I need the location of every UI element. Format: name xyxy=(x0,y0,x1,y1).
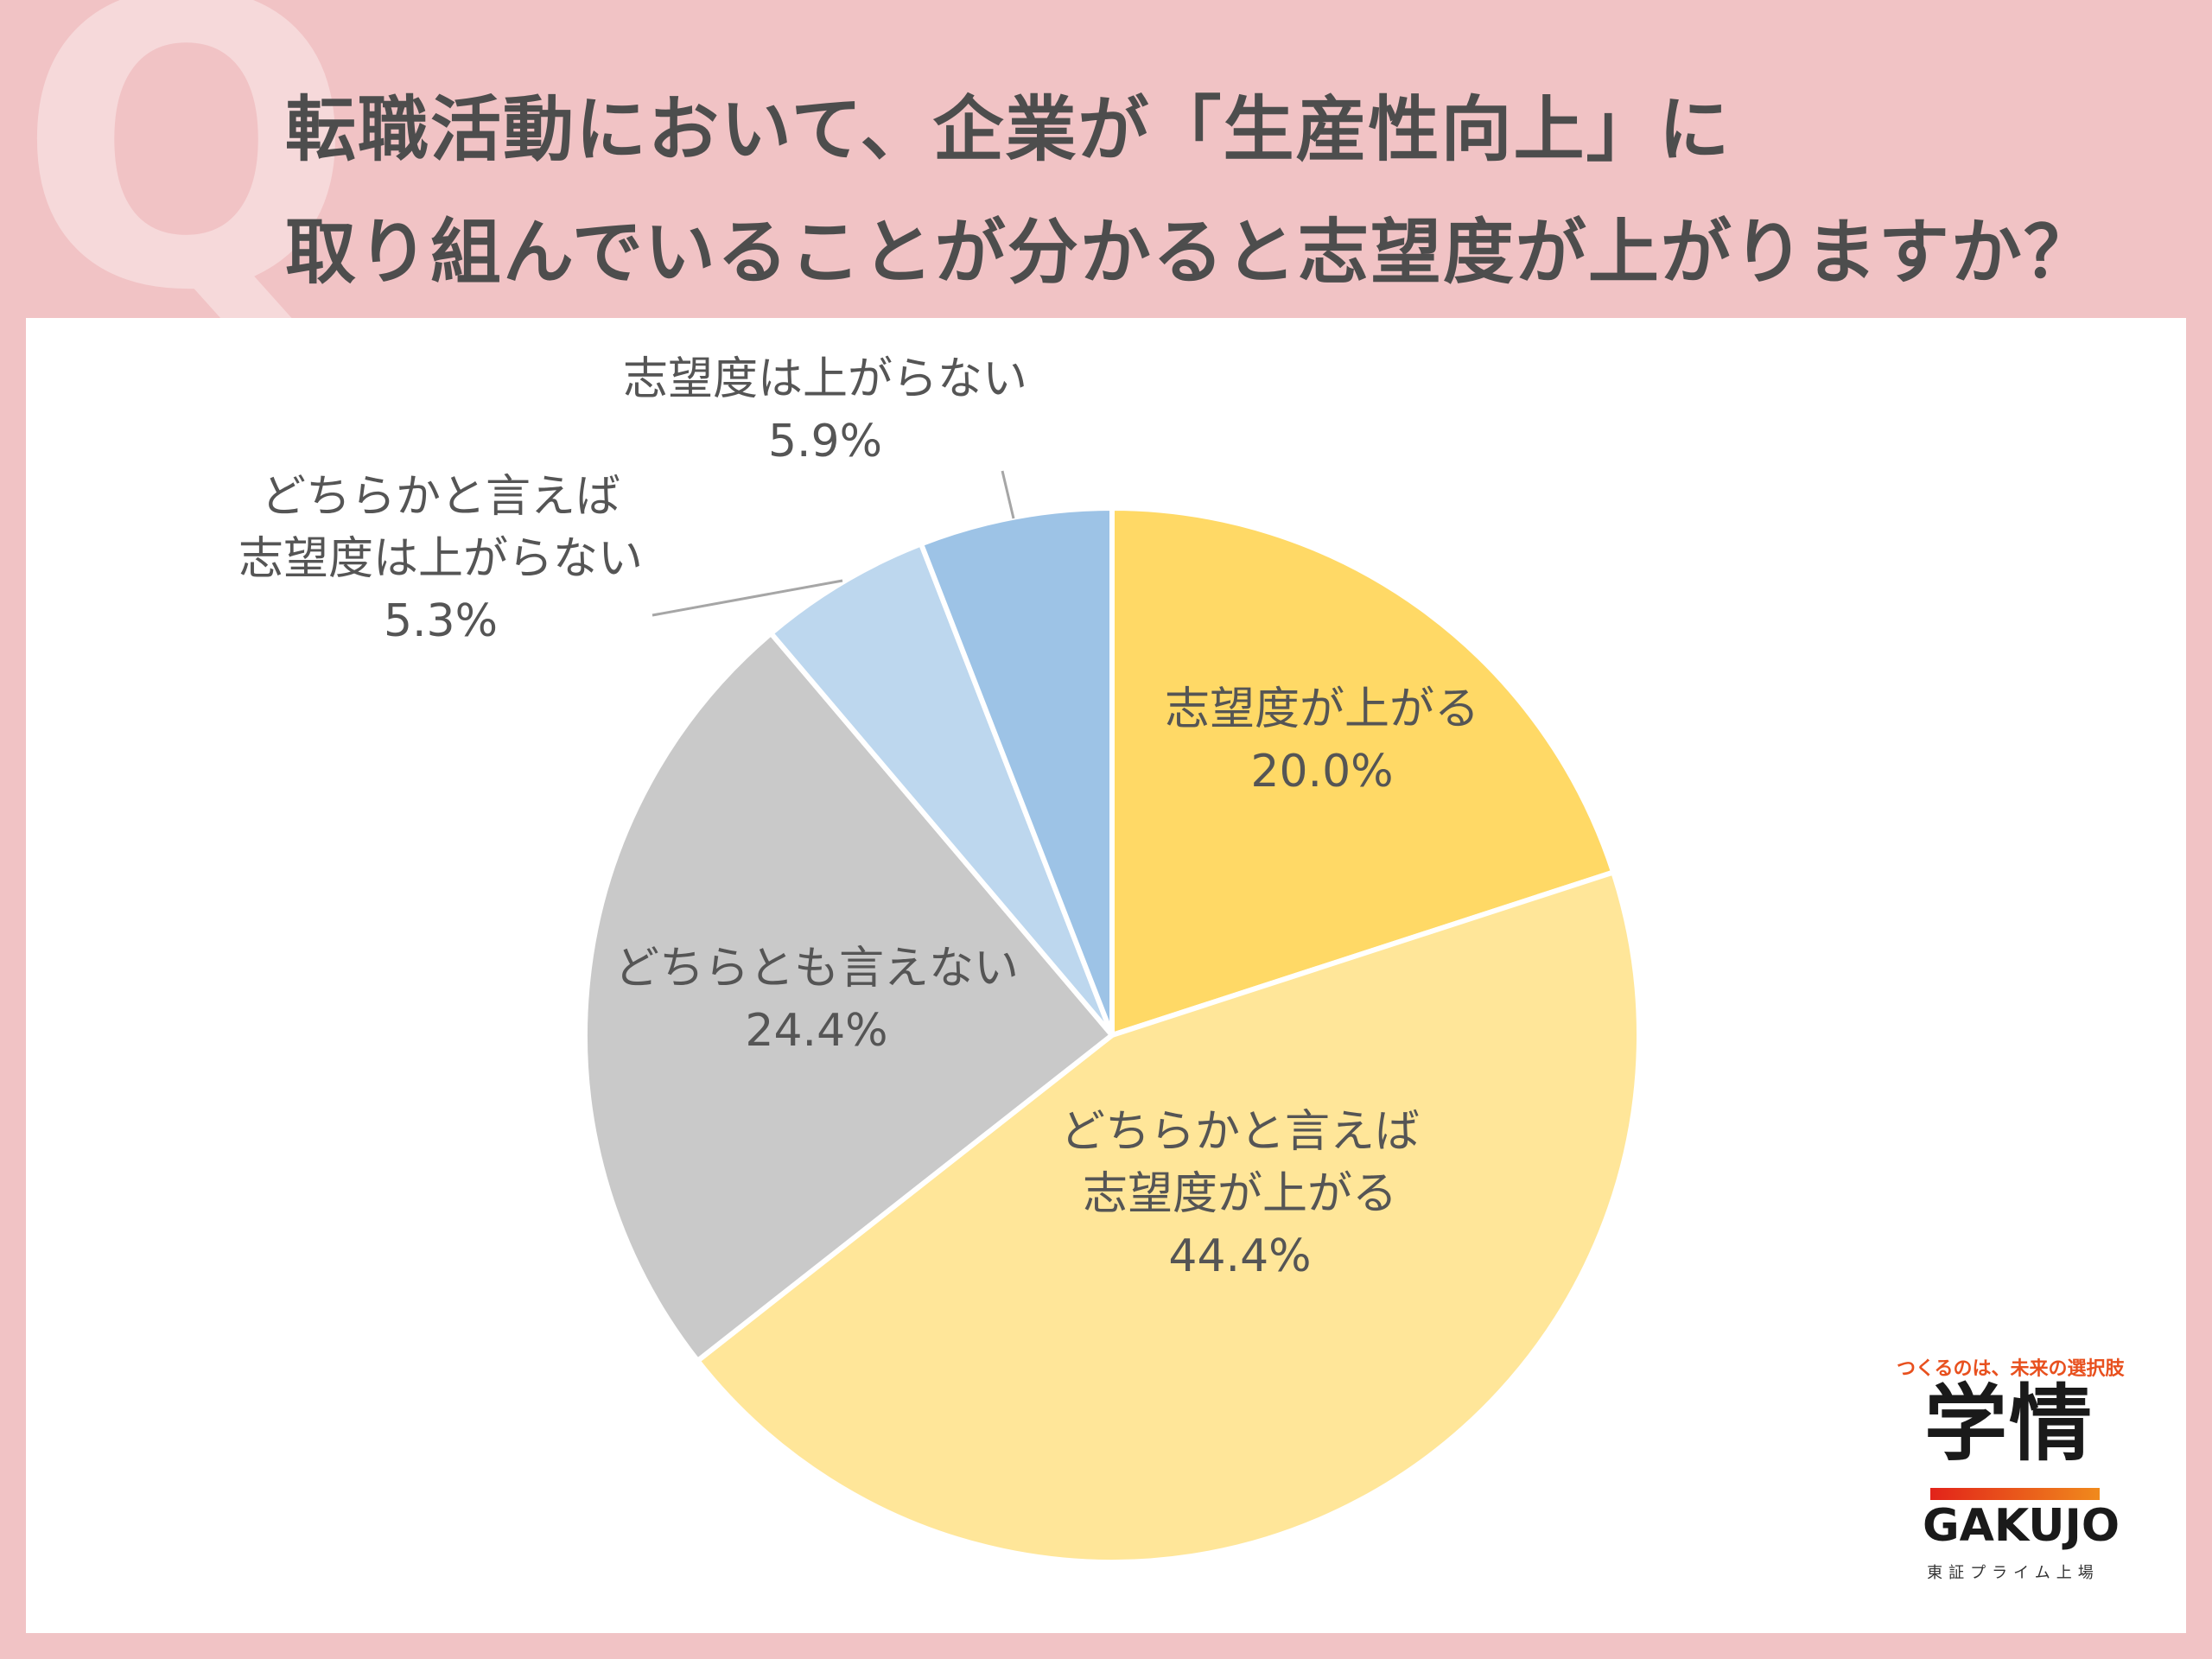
pie-slice-1 xyxy=(1109,505,1617,1038)
slice-label-2: 志望度が上がる xyxy=(1083,1168,1397,1220)
slice-value-label-1: 20.0% xyxy=(1250,746,1393,798)
slice-value-label-5: 5.9% xyxy=(768,416,882,467)
slice-value-label-2: 44.4% xyxy=(1168,1230,1311,1282)
logo-sub: 東証プライム上場 xyxy=(1927,1564,2100,1582)
slice-label-4: どちらかと言えば xyxy=(261,471,620,523)
logo-tagline: つくるのは、未来の選択肢 xyxy=(1897,1358,2125,1380)
logo-bar xyxy=(1930,1488,2100,1500)
slice-label-4: 志望度は上がらない xyxy=(238,533,643,585)
pie-slice-5 xyxy=(918,505,1115,1038)
slice-value-label-3: 24.4% xyxy=(745,1005,887,1057)
pie-slice-2 xyxy=(695,869,1642,1565)
slice-value-label-4: 5.3% xyxy=(384,595,498,647)
title-line-1: 転職活動において、企業が「生産性向上」に xyxy=(285,89,1732,171)
pie-slice-3 xyxy=(582,630,1115,1363)
q-mark: Q xyxy=(17,0,356,378)
logo-kanji: 学情 xyxy=(1924,1376,2094,1472)
slice-label-3: どちらとも言えない xyxy=(614,943,1019,995)
leader-line-5 xyxy=(1001,470,1015,519)
logo-name-en: GAKUJO xyxy=(1923,1500,2120,1552)
question-title: 転職活動において、企業が「生産性向上」に 取り組んでいることが分かると志望度が上… xyxy=(285,69,2186,315)
slice-label-2: どちらかと言えば xyxy=(1060,1106,1420,1158)
slice-label-1: 志望度が上がる xyxy=(1165,683,1479,735)
pie-slice-4 xyxy=(768,541,1115,1038)
leader-line-4 xyxy=(652,579,843,617)
title-line-2: 取り組んでいることが分かると志望度が上がりますか？ xyxy=(285,212,2096,294)
slice-label-5: 志望度は上がらない xyxy=(623,353,1027,405)
